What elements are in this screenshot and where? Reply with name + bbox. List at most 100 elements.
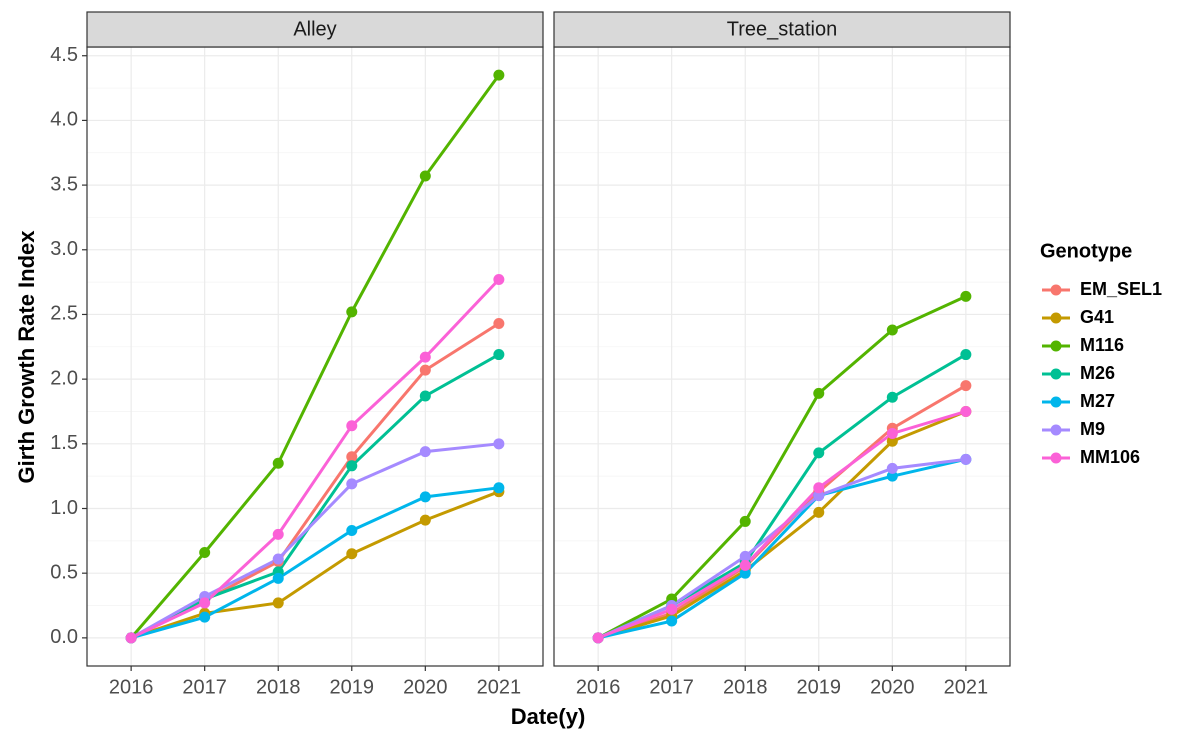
- legend-label: M116: [1080, 335, 1124, 355]
- point: [272, 553, 284, 565]
- y-tick-label: 0.0: [50, 626, 78, 648]
- point: [960, 453, 972, 465]
- point: [199, 611, 211, 623]
- legend-key-point: [1050, 340, 1062, 352]
- point: [886, 391, 898, 403]
- point: [813, 482, 825, 494]
- x-tick-label: 2016: [109, 676, 154, 698]
- legend-label: G41: [1080, 307, 1114, 327]
- point: [419, 491, 431, 503]
- point: [739, 550, 751, 562]
- series-line: [597, 410, 967, 640]
- point: [125, 632, 137, 644]
- point: [813, 387, 825, 399]
- point: [419, 390, 431, 402]
- legend-key-point: [1050, 452, 1062, 464]
- point: [666, 615, 678, 627]
- point: [886, 324, 898, 336]
- point: [493, 69, 505, 81]
- y-tick-label: 4.5: [50, 44, 78, 66]
- point: [419, 446, 431, 458]
- x-tick-label: 2018: [256, 676, 301, 698]
- y-tick-label: 3.0: [50, 238, 78, 260]
- legend-label: M9: [1080, 419, 1105, 439]
- point: [346, 548, 358, 560]
- point: [666, 603, 678, 615]
- point: [813, 490, 825, 502]
- point: [960, 290, 972, 302]
- y-tick-label: 3.5: [50, 173, 78, 195]
- point: [960, 405, 972, 417]
- point: [272, 597, 284, 609]
- series-line: [129, 74, 501, 639]
- series-line: [130, 353, 500, 640]
- point: [199, 597, 211, 609]
- facet-title: Alley: [293, 18, 336, 40]
- y-tick-label: 4.0: [50, 109, 78, 131]
- series-line: [130, 486, 500, 640]
- y-tick-label: 0.5: [50, 561, 78, 583]
- point: [493, 438, 505, 450]
- series-line: [597, 457, 967, 640]
- point: [419, 351, 431, 363]
- point: [739, 515, 751, 527]
- point: [346, 524, 358, 536]
- legend-key-point: [1050, 396, 1062, 408]
- x-axis-label: Date(y): [511, 704, 586, 729]
- x-tick-label: 2017: [649, 676, 694, 698]
- point: [493, 482, 505, 494]
- point: [886, 435, 898, 447]
- y-axis-label: Girth Growth Rate Index: [14, 230, 39, 484]
- facet-title: Tree_station: [727, 18, 837, 40]
- point: [813, 447, 825, 459]
- x-tick-label: 2021: [944, 676, 989, 698]
- point: [493, 349, 505, 361]
- legend-title: Genotype: [1040, 240, 1132, 262]
- point: [346, 420, 358, 432]
- point: [419, 170, 431, 182]
- panel-background: [87, 47, 543, 666]
- point: [886, 470, 898, 482]
- y-tick-label: 1.0: [50, 497, 78, 519]
- legend-label: MM106: [1080, 447, 1140, 467]
- legend-label: EM_SEL1: [1080, 279, 1162, 299]
- point: [199, 546, 211, 558]
- point: [419, 364, 431, 376]
- series-line: [597, 294, 967, 640]
- point: [272, 528, 284, 540]
- legend-label: M27: [1080, 391, 1115, 411]
- point: [272, 572, 284, 584]
- point: [493, 318, 505, 330]
- series-line: [130, 490, 500, 640]
- x-tick-label: 2021: [477, 676, 522, 698]
- point: [493, 274, 505, 286]
- x-tick-label: 2016: [576, 676, 621, 698]
- point: [886, 462, 898, 474]
- x-tick-label: 2017: [182, 676, 227, 698]
- series-line: [597, 410, 967, 640]
- series-line: [130, 278, 500, 640]
- point: [960, 380, 972, 392]
- x-tick-label: 2019: [330, 676, 375, 698]
- legend-key-point: [1050, 312, 1062, 324]
- strip: [553, 11, 1011, 48]
- point: [739, 567, 751, 579]
- x-tick-label: 2018: [723, 676, 768, 698]
- point: [419, 514, 431, 526]
- x-tick-label: 2020: [870, 676, 915, 698]
- series-line: [130, 442, 500, 640]
- strip: [86, 11, 544, 48]
- point: [592, 632, 604, 644]
- panel-background: [554, 47, 1010, 666]
- point: [813, 506, 825, 518]
- point: [346, 478, 358, 490]
- point: [272, 457, 284, 469]
- point: [960, 349, 972, 361]
- legend-label: M26: [1080, 363, 1115, 383]
- series-line: [597, 384, 967, 640]
- y-tick-label: 2.0: [50, 367, 78, 389]
- point: [739, 559, 751, 571]
- legend-key-point: [1050, 284, 1062, 296]
